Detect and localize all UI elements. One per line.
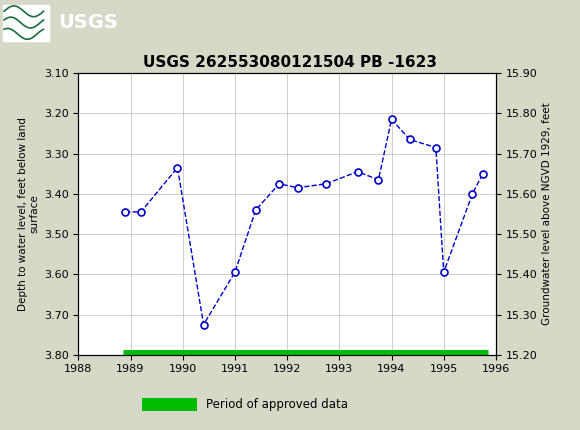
Text: Period of approved data: Period of approved data — [206, 398, 349, 411]
Y-axis label: Groundwater level above NGVD 1929, feet: Groundwater level above NGVD 1929, feet — [542, 102, 552, 326]
Y-axis label: Depth to water level, feet below land
surface: Depth to water level, feet below land su… — [18, 117, 39, 311]
Bar — [3, 4, 49, 41]
Text: USGS 262553080121504 PB -1623: USGS 262553080121504 PB -1623 — [143, 55, 437, 70]
Bar — [142, 398, 197, 411]
Text: USGS: USGS — [58, 13, 118, 32]
